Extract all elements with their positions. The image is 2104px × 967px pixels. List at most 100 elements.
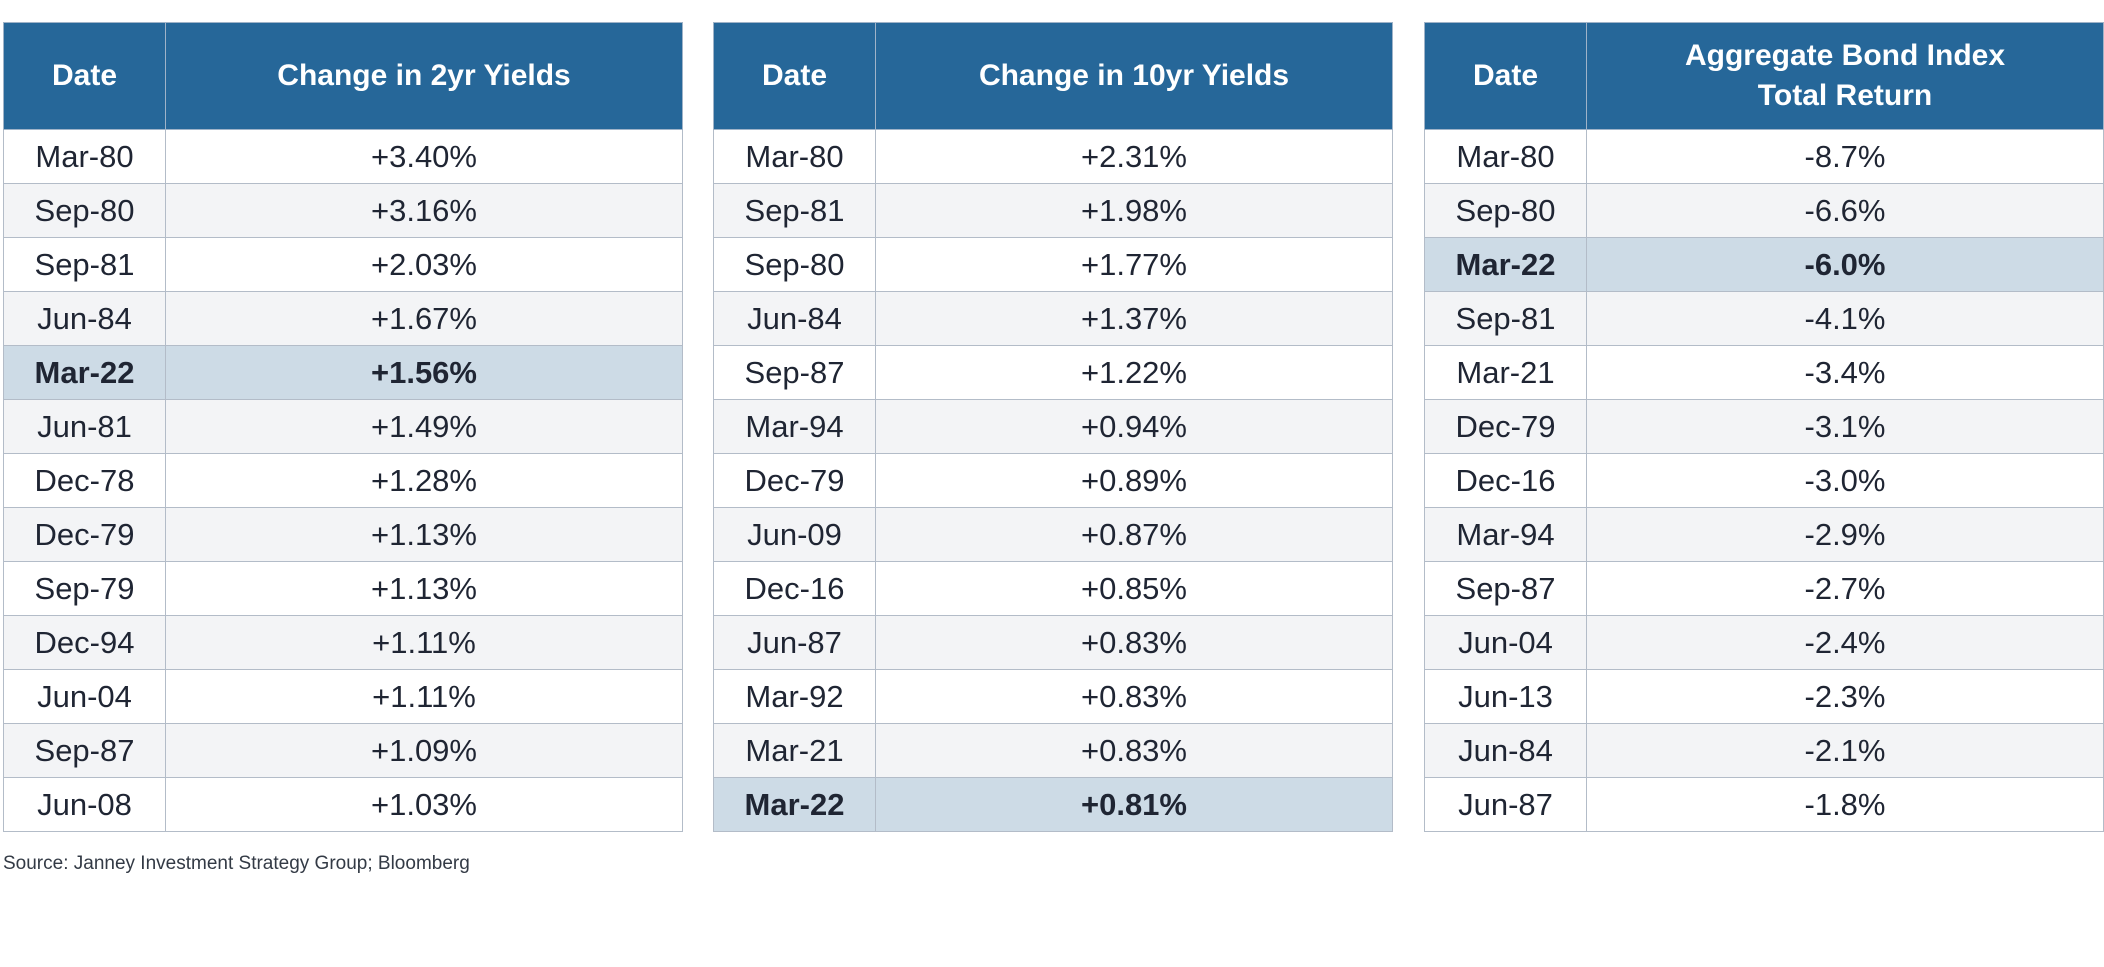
header-text: Date — [51, 59, 118, 92]
table-row: Mar-21 +0.83% — [713, 723, 1393, 778]
value-cell: -4.1% — [1586, 291, 2104, 346]
two-year-yields-table: Date Change in 2yr Yields Mar-80 +3.40% Sep… — [3, 22, 683, 832]
table-row: Jun-09 +0.87% — [713, 507, 1393, 562]
date-cell: Sep-87 — [3, 723, 166, 778]
column-header-value: Change in 2yr Yields — [165, 22, 683, 130]
date-cell: Sep-80 — [1424, 183, 1587, 238]
table-row: Jun-13 -2.3% — [1424, 669, 2104, 724]
value-cell: -3.1% — [1586, 399, 2104, 454]
table-row: Mar-80 -8.7% — [1424, 129, 2104, 184]
date-cell: Jun-84 — [713, 291, 876, 346]
table-row: Sep-80 -6.6% — [1424, 183, 2104, 238]
column-header-value: Change in 10yr Yields — [875, 22, 1393, 130]
date-cell: Sep-79 — [3, 561, 166, 616]
value-cell: +0.87% — [875, 507, 1393, 562]
value-cell: +0.83% — [875, 615, 1393, 670]
date-cell: Mar-92 — [713, 669, 876, 724]
date-cell: Jun-04 — [1424, 615, 1587, 670]
column-header-date: Date — [1424, 22, 1587, 130]
header-text: Total Return — [1757, 79, 1933, 112]
table-row: Jun-87 +0.83% — [713, 615, 1393, 670]
date-cell: Mar-21 — [1424, 345, 1587, 400]
table-row: Mar-22 +1.56% — [3, 345, 683, 400]
date-cell: Jun-08 — [3, 777, 166, 832]
value-cell: +1.13% — [165, 561, 683, 616]
tables-container: Date Change in 2yr Yields Mar-80 +3.40% Sep… — [3, 22, 2104, 832]
table-row: Dec-79 -3.1% — [1424, 399, 2104, 454]
date-cell: Dec-79 — [713, 453, 876, 508]
date-cell: Dec-79 — [3, 507, 166, 562]
date-cell: Jun-13 — [1424, 669, 1587, 724]
date-cell: Mar-22 — [713, 777, 876, 832]
value-cell: -2.7% — [1586, 561, 2104, 616]
table-row: Dec-79 +1.13% — [3, 507, 683, 562]
table-row: Dec-79 +0.89% — [713, 453, 1393, 508]
table-row: Jun-81 +1.49% — [3, 399, 683, 454]
value-cell: +0.94% — [875, 399, 1393, 454]
header-text: Change in 10yr Yields — [978, 59, 1290, 92]
date-cell: Jun-04 — [3, 669, 166, 724]
value-cell: +1.09% — [165, 723, 683, 778]
table-row: Jun-04 +1.11% — [3, 669, 683, 724]
date-cell: Sep-80 — [713, 237, 876, 292]
table-row: Dec-16 +0.85% — [713, 561, 1393, 616]
value-cell: -2.3% — [1586, 669, 2104, 724]
date-cell: Jun-81 — [3, 399, 166, 454]
value-cell: +1.11% — [165, 615, 683, 670]
date-cell: Dec-78 — [3, 453, 166, 508]
date-cell: Mar-80 — [3, 129, 166, 184]
bond-index-return-table: Date Aggregate Bond Index Total Return Mar… — [1424, 22, 2104, 832]
date-cell: Sep-81 — [3, 237, 166, 292]
column-header-date: Date — [713, 22, 876, 130]
value-cell: +1.56% — [165, 345, 683, 400]
header-text: Aggregate Bond Index — [1684, 39, 2006, 72]
table-header-row: Date Aggregate Bond Index Total Return — [1424, 22, 2104, 130]
source-note: Source: Janney Investment Strategy Group… — [3, 853, 470, 874]
table-row: Mar-22 +0.81% — [713, 777, 1393, 832]
table-row: Sep-81 +1.98% — [713, 183, 1393, 238]
date-cell: Mar-22 — [1424, 237, 1587, 292]
table-row: Sep-81 +2.03% — [3, 237, 683, 292]
value-cell: +1.13% — [165, 507, 683, 562]
value-cell: +1.67% — [165, 291, 683, 346]
table-row: Jun-84 +1.37% — [713, 291, 1393, 346]
value-cell: +0.83% — [875, 723, 1393, 778]
table-row: Sep-80 +3.16% — [3, 183, 683, 238]
value-cell: +1.03% — [165, 777, 683, 832]
header-text: Date — [761, 59, 828, 92]
value-cell: +0.81% — [875, 777, 1393, 832]
column-header-date: Date — [3, 22, 166, 130]
table-header-row: Date Change in 10yr Yields — [713, 22, 1393, 130]
table-row: Mar-80 +3.40% — [3, 129, 683, 184]
value-cell: +1.28% — [165, 453, 683, 508]
value-cell: -2.1% — [1586, 723, 2104, 778]
value-cell: -3.0% — [1586, 453, 2104, 508]
value-cell: -2.4% — [1586, 615, 2104, 670]
table-row: Dec-78 +1.28% — [3, 453, 683, 508]
column-header-value: Aggregate Bond Index Total Return — [1586, 22, 2104, 130]
table-row: Mar-21 -3.4% — [1424, 345, 2104, 400]
date-cell: Sep-87 — [1424, 561, 1587, 616]
date-cell: Mar-21 — [713, 723, 876, 778]
header-text: Date — [1472, 59, 1539, 92]
table-row: Mar-22 -6.0% — [1424, 237, 2104, 292]
date-cell: Jun-09 — [713, 507, 876, 562]
value-cell: +1.22% — [875, 345, 1393, 400]
date-cell: Jun-87 — [713, 615, 876, 670]
date-cell: Dec-16 — [1424, 453, 1587, 508]
date-cell: Sep-81 — [1424, 291, 1587, 346]
table-row: Mar-94 +0.94% — [713, 399, 1393, 454]
value-cell: -2.9% — [1586, 507, 2104, 562]
ten-year-yields-table: Date Change in 10yr Yields Mar-80 +2.31% Se… — [713, 22, 1393, 832]
date-cell: Mar-94 — [713, 399, 876, 454]
date-cell: Mar-94 — [1424, 507, 1587, 562]
table-row: Sep-87 -2.7% — [1424, 561, 2104, 616]
date-cell: Dec-16 — [713, 561, 876, 616]
table-row: Mar-94 -2.9% — [1424, 507, 2104, 562]
value-cell: +1.98% — [875, 183, 1393, 238]
value-cell: +2.03% — [165, 237, 683, 292]
value-cell: +3.16% — [165, 183, 683, 238]
date-cell: Sep-81 — [713, 183, 876, 238]
table-row: Sep-81 -4.1% — [1424, 291, 2104, 346]
value-cell: -6.0% — [1586, 237, 2104, 292]
